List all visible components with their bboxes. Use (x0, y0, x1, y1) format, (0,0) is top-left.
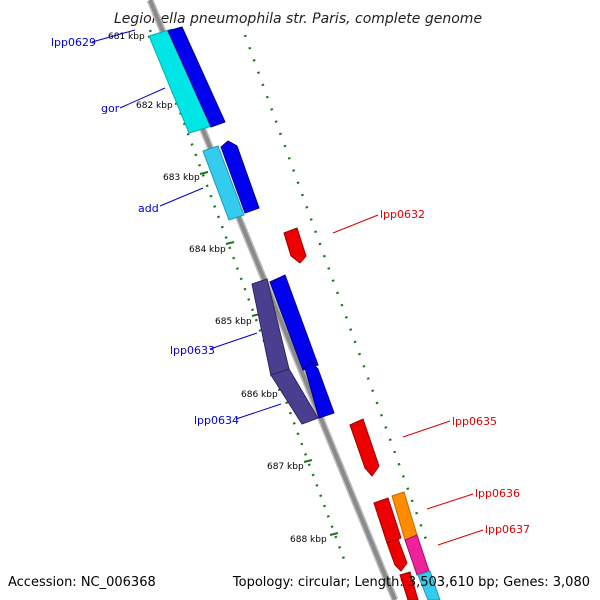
gene-label-lpp0633[interactable]: lpp0633 (170, 344, 215, 357)
leader-line-lpp0637 (437, 529, 484, 546)
gene-feature-lpp0637-pink[interactable] (404, 534, 430, 576)
gene-label-lpp0635[interactable]: lpp0635 (452, 415, 497, 428)
gene-feature-lpp0637-red[interactable] (386, 538, 408, 572)
gene-label-lpp0637[interactable]: lpp0637 (485, 523, 530, 536)
leader-line-lpp0634 (235, 403, 282, 420)
gene-feature-lpp0635[interactable] (349, 418, 380, 477)
gene-feature-add-light-blue[interactable] (202, 145, 245, 221)
major-tick-mark (225, 241, 235, 245)
gene-feature-lpp0632[interactable] (283, 227, 307, 264)
accession-text: Accession: NC_006368 (8, 575, 156, 590)
tick-label-687: 687 kbp (267, 462, 304, 472)
leader-line-lpp0629 (91, 29, 136, 43)
leader-line-lpp0636 (426, 493, 474, 510)
gene-feature-lpp0633-blue[interactable] (269, 274, 319, 371)
tick-label-684: 684 kbp (189, 245, 226, 255)
gene-feature-offscreen-blue[interactable] (417, 570, 441, 600)
gene-label-lpp0632[interactable]: lpp0632 (380, 208, 425, 221)
gene-feature-offscreen-red[interactable] (399, 571, 419, 600)
leader-line-lpp0633 (209, 332, 258, 350)
gene-label-lpp0629[interactable]: lpp0629 (51, 36, 96, 49)
gene-label-lpp0636[interactable]: lpp0636 (475, 487, 520, 500)
tick-label-688: 688 kbp (290, 535, 327, 545)
tick-label-682: 682 kbp (136, 101, 173, 111)
major-tick-mark (199, 171, 209, 175)
leader-line-gor (119, 87, 166, 109)
gene-feature-add-arrow[interactable] (220, 140, 260, 214)
gene-label-gor[interactable]: gor (101, 102, 120, 115)
tick-label-686: 686 kbp (241, 390, 278, 400)
gene-feature-lpp0634-slate[interactable] (270, 368, 319, 425)
map-title: Legionella pneumophila str. Paris, compl… (114, 11, 482, 27)
leader-line-lpp0632 (332, 214, 379, 234)
gene-label-add[interactable]: add (138, 202, 159, 215)
gene-feature-lpp0636-red[interactable] (373, 497, 402, 544)
major-tick-mark (303, 459, 313, 463)
leader-line-lpp0635 (402, 420, 451, 438)
major-tick-marks (147, 34, 339, 536)
gene-feature-lpp0634-arrow[interactable] (304, 361, 335, 419)
gene-feature-lpp0629-blue[interactable] (167, 26, 226, 128)
tick-label-681: 681 kbp (108, 32, 145, 42)
gene-label-lpp0634[interactable]: lpp0634 (194, 414, 239, 427)
leader-line-add (159, 187, 204, 207)
major-tick-mark (329, 532, 339, 536)
tick-label-683: 683 kbp (163, 173, 200, 183)
tick-label-685: 685 kbp (215, 317, 252, 327)
topology-text: Topology: circular; Length: 3,503,610 bp… (232, 575, 590, 590)
